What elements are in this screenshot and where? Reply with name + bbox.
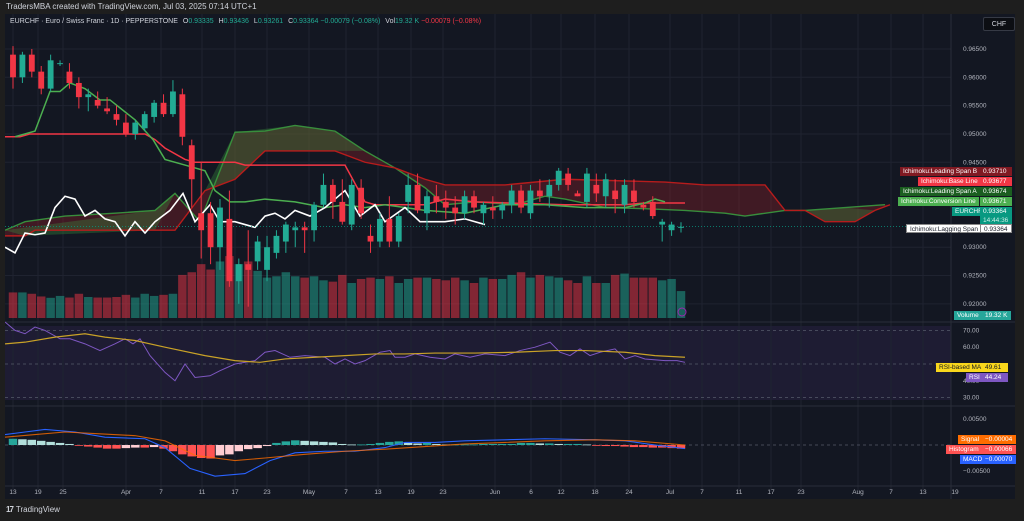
time-axis-label: 19: [34, 489, 42, 496]
time-axis-label: 7: [889, 489, 893, 496]
svg-text:0.94500: 0.94500: [963, 159, 987, 166]
time-axis-label: 23: [797, 489, 805, 496]
svg-text:0.95000: 0.95000: [963, 131, 987, 138]
svg-text:60.00: 60.00: [963, 344, 980, 351]
signal-tag-value: −0.00004: [982, 435, 1016, 444]
symbol-legend: EURCHF · Euro / Swiss Franc · 1D · PEPPE…: [10, 18, 481, 25]
time-axis-label: Jun: [490, 489, 501, 496]
time-axis-label: 23: [439, 489, 447, 496]
leading-span-b-tag-value: 0.93710: [980, 167, 1012, 176]
time-axis-label: 19: [407, 489, 415, 496]
time-axis-label: 12: [557, 489, 565, 496]
base-line-tag-label: Ichimoku:Base Line: [918, 177, 981, 186]
signal-tag-label: Signal: [958, 435, 983, 444]
high-value: 0.93436: [223, 18, 249, 25]
svg-text:0.96000: 0.96000: [963, 74, 987, 81]
conversion-line-tag-value: 0.93671: [980, 197, 1012, 206]
conversion-line-tag-label: Ichimoku:Conversion Line: [898, 197, 979, 206]
leading-span-a-tag-label: Ichimoku:Leading Span A: [900, 187, 980, 196]
svg-text:0.92000: 0.92000: [963, 301, 987, 308]
svg-text:0.93000: 0.93000: [963, 244, 987, 251]
low-value: 0.93261: [257, 18, 284, 25]
leading-span-b-tag-label: Ichimoku:Leading Span B: [900, 167, 981, 176]
rsi-ma-tag-label: RSI-based MA: [936, 363, 985, 372]
base-line-tag-value: 0.93677: [980, 177, 1012, 186]
svg-text:0.95500: 0.95500: [963, 103, 987, 110]
bar-countdown: 14:44:36: [980, 216, 1012, 225]
time-axis-label: 13: [919, 489, 927, 496]
time-axis-label: May: [303, 489, 316, 496]
created-by-text: TradersMBA created with TradingView.com,…: [6, 2, 257, 11]
top-bar: TradersMBA created with TradingView.com,…: [0, 0, 1024, 14]
price-chart-canvas[interactable]: 13 19 25 Apr 7 11 17 23 May 7 13 19 23 Jun 6 12 18 24 Jul 7…: [5, 14, 1015, 499]
macd-tag-value: −0.00070: [982, 455, 1016, 464]
macd-tag-label: MACD: [960, 455, 986, 464]
open-value: 0.93335: [188, 18, 214, 25]
open-label: O: [182, 18, 189, 25]
volume-tag-label: Volume: [954, 311, 982, 320]
histogram-tag-label: Histogram: [946, 445, 982, 454]
svg-text:−0.00500: −0.00500: [963, 468, 991, 475]
time-axis-label: 7: [344, 489, 348, 496]
time-axis-label: 7: [700, 489, 704, 496]
symbol-tag-label: EURCHF: [952, 207, 986, 216]
time-axis-label: 18: [591, 489, 599, 496]
time-axis-label: Apr: [121, 489, 132, 496]
time-axis-label: Aug: [852, 489, 864, 496]
footer: 17 TradingView: [6, 505, 60, 514]
time-axis-label: 17: [231, 489, 239, 496]
currency-button[interactable]: CHF: [983, 17, 1015, 31]
lagging-span-tag-label: Ichimoku:Lagging Span: [906, 224, 982, 233]
lagging-span-tag-value: 0.93364: [980, 224, 1012, 233]
rsi-tag-value: 44.24: [982, 373, 1008, 382]
high-label: H: [218, 18, 224, 25]
rsi-tag-label: RSI: [966, 373, 983, 382]
time-axis-label: 7: [159, 489, 163, 496]
histogram-tag-value: −0.00066: [982, 445, 1016, 454]
volume-value: 19.32 K: [395, 18, 420, 25]
volume-change-value: −0.00079 (−0.08%): [421, 18, 482, 25]
svg-text:70.00: 70.00: [963, 327, 980, 334]
rsi-ma-tag-value: 49.61: [982, 363, 1008, 372]
time-axis-label: 13: [9, 489, 17, 496]
time-axis-label: 11: [736, 489, 743, 496]
time-axis-label: 6: [529, 489, 533, 496]
svg-text:0.96500: 0.96500: [963, 46, 987, 53]
time-axis-label: Jul: [666, 489, 675, 496]
time-axis-label: 25: [59, 489, 67, 496]
tradingview-logo-icon: 17: [6, 505, 14, 514]
time-axis-label: 24: [625, 489, 633, 496]
volume-tag-value: 19.32 K: [982, 311, 1011, 320]
symbol-tag-value: 0.93364: [980, 207, 1012, 216]
time-axis-label: 13: [374, 489, 382, 496]
close-label: C: [288, 18, 294, 25]
time-axis-label: 19: [951, 489, 959, 496]
close-value: 0.93364: [293, 18, 319, 25]
leading-span-a-tag-value: 0.93674: [980, 187, 1012, 196]
change-value: −0.00079 (−0.08%): [320, 18, 381, 25]
volume-label: Vol: [385, 18, 396, 25]
time-axis-label: 17: [767, 489, 775, 496]
tradingview-brand[interactable]: TradingView: [15, 505, 60, 514]
svg-text:30.00: 30.00: [963, 395, 980, 402]
low-label: L: [253, 18, 258, 25]
symbol-title[interactable]: EURCHF · Euro / Swiss Franc · 1D · PEPPE…: [10, 18, 178, 25]
svg-text:0.00500: 0.00500: [963, 416, 987, 423]
svg-text:0.92500: 0.92500: [963, 273, 987, 280]
time-axis-label: 11: [199, 489, 206, 496]
time-axis-label: 23: [263, 489, 271, 496]
